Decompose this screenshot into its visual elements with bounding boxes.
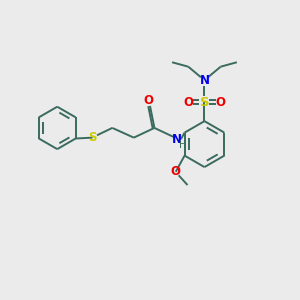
Text: O: O (183, 95, 193, 109)
Text: O: O (216, 95, 226, 109)
Text: S: S (88, 131, 97, 144)
Text: O: O (143, 94, 154, 107)
Text: H: H (178, 140, 186, 150)
Text: S: S (200, 95, 209, 109)
Text: N: N (172, 133, 182, 146)
Text: O: O (171, 165, 181, 178)
Text: N: N (200, 74, 209, 87)
